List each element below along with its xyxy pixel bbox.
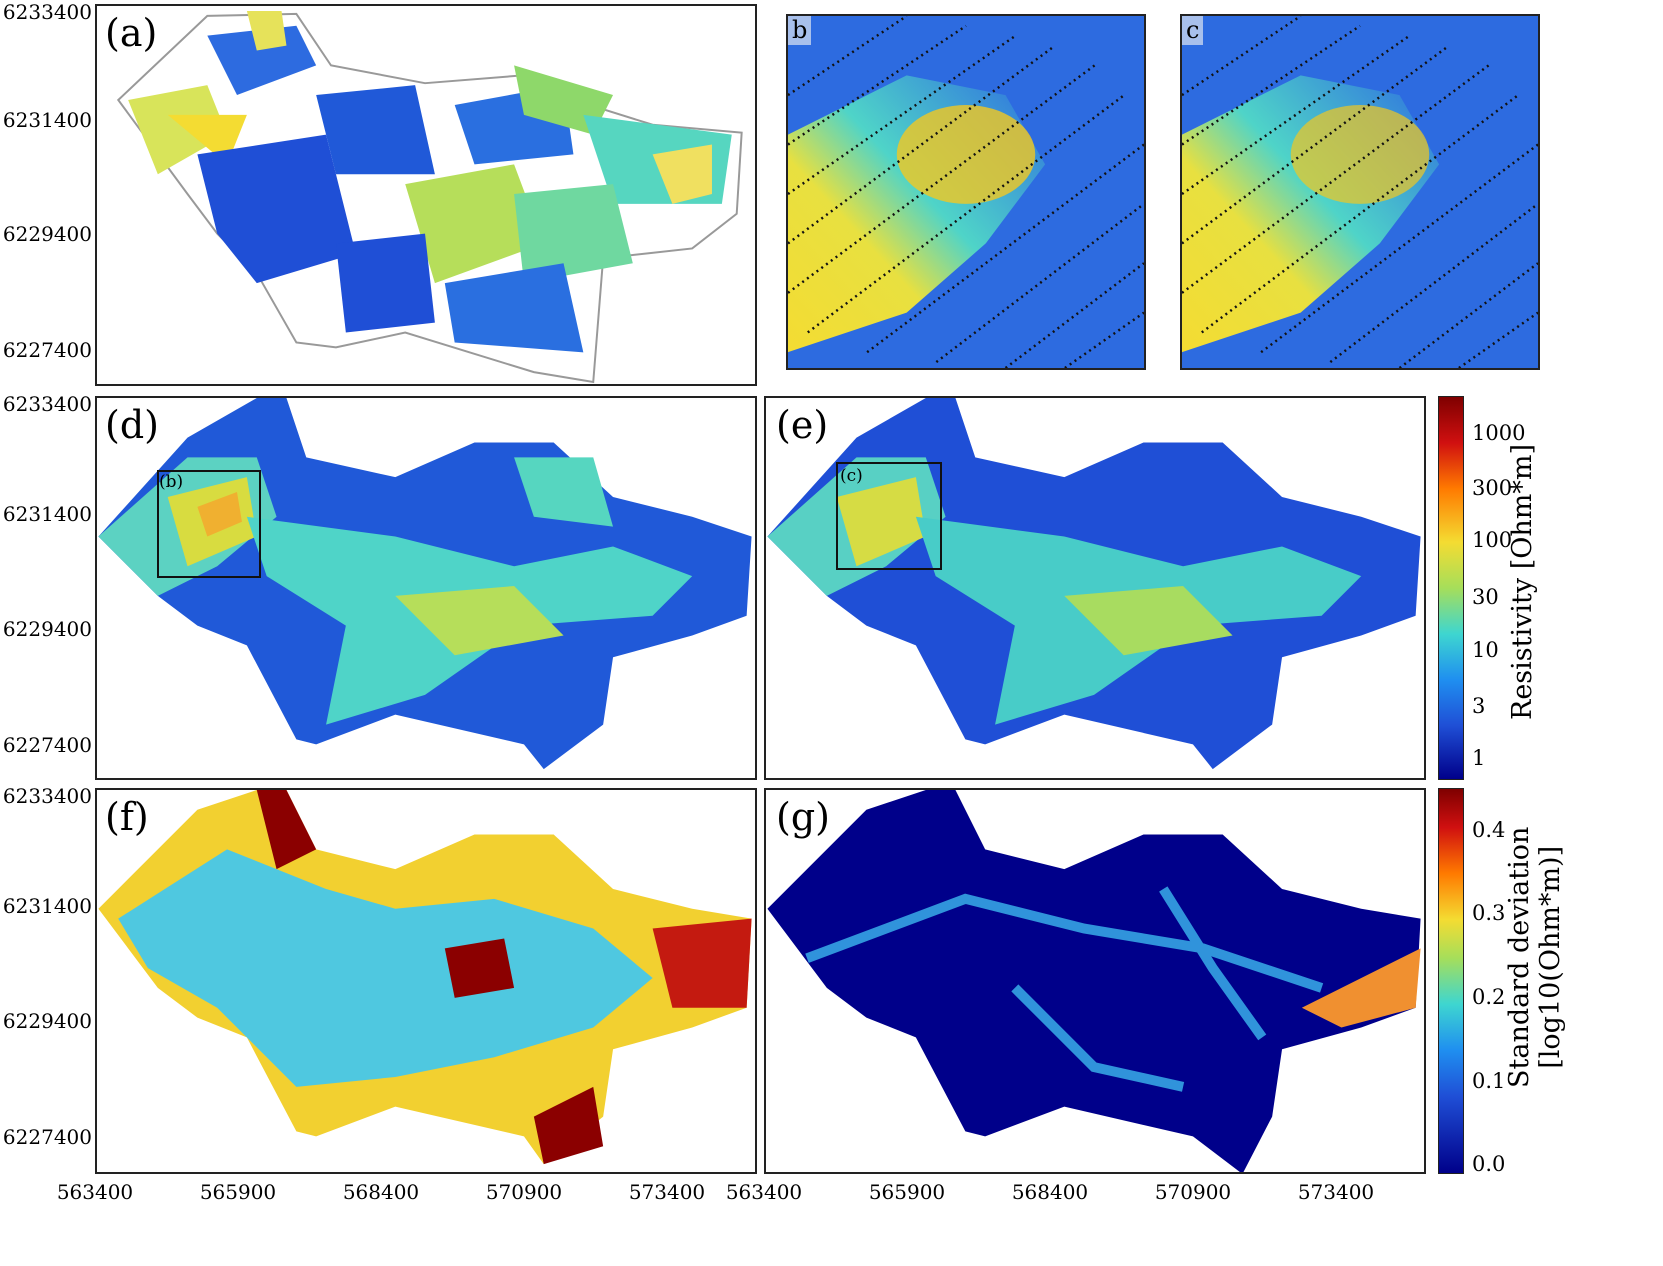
survey-outline (116, 12, 743, 384)
x-tick-f-2: 565900 (199, 1180, 277, 1204)
x-tick-g-3: 568400 (1011, 1180, 1089, 1204)
panel-d: (b) (d) (95, 396, 757, 780)
resistivity-colorbar (1438, 396, 1464, 780)
std-colorbar (1438, 788, 1464, 1174)
inset-label-b: (b) (159, 472, 184, 492)
panel-d-label: (d) (105, 403, 159, 447)
std-tick-0-3: 0.3 (1472, 901, 1506, 925)
resistivity-colorbar-title: Resistivity [Ohm*m] (1507, 443, 1538, 720)
y-tick-f-4: 6227400 (2, 1125, 92, 1149)
panel-e-label: (e) (776, 403, 829, 447)
y-tick-f-1: 6233400 (2, 784, 92, 808)
x-tick-f-1: 563400 (56, 1180, 134, 1204)
x-tick-g-1: 563400 (725, 1180, 803, 1204)
panel-c: c (1180, 14, 1540, 370)
y-tick-a-3: 6229400 (2, 222, 92, 246)
res-tick-300: 300 (1472, 476, 1513, 500)
panel-c-map (1182, 16, 1538, 368)
inset-box-c (836, 462, 942, 570)
flight-lines (1182, 16, 1538, 368)
res-tick-1: 1 (1472, 746, 1486, 770)
res-tick-3: 3 (1472, 694, 1486, 718)
y-tick-a-1: 6233400 (2, 0, 92, 24)
y-tick-a-4: 6227400 (2, 338, 92, 362)
panel-a: (a) (95, 4, 757, 386)
res-tick-100: 100 (1472, 528, 1513, 552)
y-tick-f-3: 6229400 (2, 1009, 92, 1033)
x-tick-f-3: 568400 (342, 1180, 420, 1204)
panel-g-label: (g) (776, 795, 830, 839)
y-tick-d-3: 6229400 (2, 617, 92, 641)
inset-box-b (157, 470, 261, 578)
panel-f: (f) (95, 788, 757, 1174)
res-tick-10: 10 (1472, 638, 1499, 662)
y-tick-d-4: 6227400 (2, 733, 92, 757)
panel-c-label: c (1182, 16, 1204, 45)
panel-b-map (788, 16, 1144, 368)
std-tick-0-4: 0.4 (1472, 818, 1506, 842)
flight-line-data (128, 10, 732, 353)
std-colorbar-title: Standard deviation [log10(Ohm*m)] (1504, 827, 1566, 1088)
y-tick-a-2: 6231400 (2, 108, 92, 132)
x-tick-g-4: 570900 (1154, 1180, 1232, 1204)
y-tick-d-1: 6233400 (2, 392, 92, 416)
res-tick-30: 30 (1472, 585, 1499, 609)
std-tick-0-1: 0.1 (1472, 1069, 1506, 1093)
std-title-line2: [log10(Ohm*m)] (1535, 845, 1567, 1069)
panel-g-map (767, 790, 1421, 1172)
panel-f-label: (f) (105, 795, 149, 839)
x-tick-f-5: 573400 (628, 1180, 706, 1204)
y-tick-d-2: 6231400 (2, 502, 92, 526)
panel-a-map (116, 10, 743, 384)
res-tick-1000: 1000 (1472, 421, 1526, 445)
std-tick-0-2: 0.2 (1472, 985, 1506, 1009)
panel-f-map (98, 790, 752, 1165)
panel-b: b (786, 14, 1146, 370)
panel-d-map (98, 398, 752, 770)
y-tick-f-2: 6231400 (2, 894, 92, 918)
x-tick-g-5: 573400 (1297, 1180, 1375, 1204)
x-tick-f-4: 570900 (485, 1180, 563, 1204)
panel-b-label: b (788, 16, 812, 45)
std-tick-0-0: 0.0 (1472, 1152, 1506, 1176)
flight-lines (788, 16, 1144, 368)
std-title-line1: Standard deviation (1504, 826, 1535, 1088)
panel-g: (g) (764, 788, 1426, 1174)
inset-label-c: (c) (840, 466, 863, 486)
panel-e: (c) (e) (764, 396, 1426, 780)
panel-a-label: (a) (105, 11, 158, 55)
x-tick-g-2: 565900 (868, 1180, 946, 1204)
panel-e-map (767, 398, 1421, 770)
